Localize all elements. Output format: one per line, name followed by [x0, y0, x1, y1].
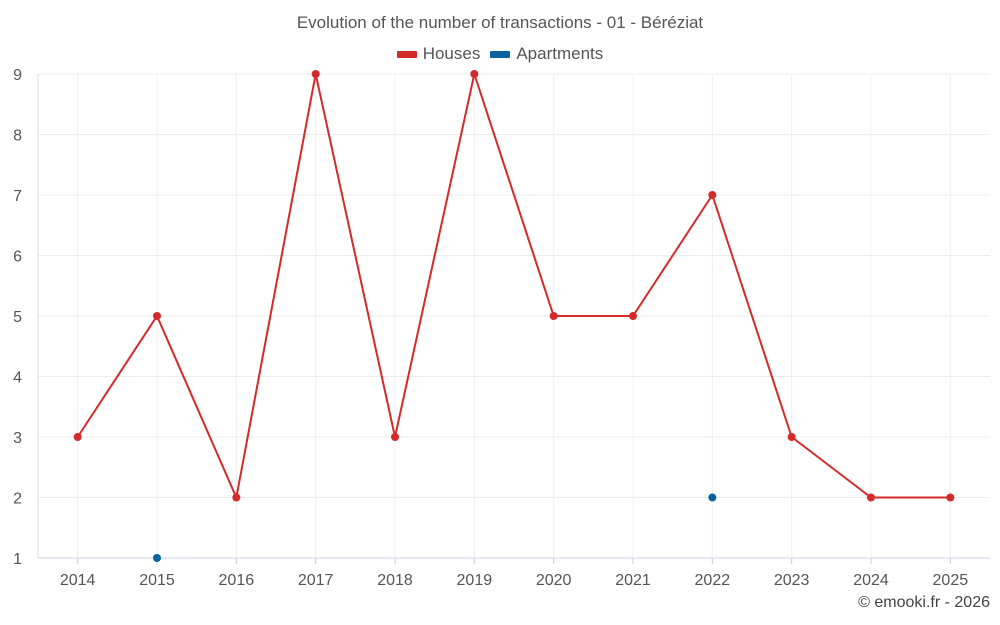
x-tick-label: 2020 [536, 572, 572, 589]
y-tick-label: 4 [13, 370, 22, 387]
y-tick-label: 2 [13, 491, 22, 508]
data-point-houses[interactable] [470, 70, 479, 78]
y-tick-label: 5 [13, 309, 22, 326]
legend-item-houses[interactable]: Houses [396, 44, 481, 64]
legend-swatch-apartments [490, 50, 511, 58]
series-houses [73, 70, 955, 502]
data-point-houses[interactable] [153, 312, 161, 320]
y-tick-label: 9 [13, 67, 22, 84]
chart-title: Evolution of the number of transactions … [296, 13, 704, 32]
data-point-houses[interactable] [946, 493, 955, 502]
legend: Houses Apartments [0, 44, 1000, 64]
legend-item-apartments[interactable]: Apartments [490, 44, 603, 64]
data-point-houses[interactable] [629, 312, 637, 320]
y-tick-label: 7 [13, 188, 22, 205]
series-apartments [153, 493, 717, 562]
x-tick-label: 2015 [139, 572, 175, 589]
data-point-houses[interactable] [708, 191, 717, 199]
x-tick-label: 2019 [457, 572, 493, 589]
data-point-houses[interactable] [787, 433, 796, 441]
axes: 1 2 3 4 5 6 7 8 9 2014 2015 2016 2017 2018 2019 2020 202… [13, 67, 990, 589]
credit-text: © emooki.fr - 2026 [858, 594, 990, 611]
series [73, 70, 955, 562]
x-tick-label: 2021 [615, 572, 651, 589]
x-tick-label: 2025 [933, 572, 969, 589]
legend-label-houses: Houses [422, 44, 481, 63]
x-tick-label: 2022 [695, 572, 731, 589]
data-point-houses[interactable] [867, 493, 875, 502]
y-tick-label: 1 [13, 551, 22, 568]
series-line-houses [76, 73, 951, 499]
data-point-houses[interactable] [73, 433, 82, 441]
x-tick-label: 2024 [853, 572, 889, 589]
data-point-apartments[interactable] [708, 493, 717, 502]
x-tick-label: 2017 [298, 572, 334, 589]
x-tick-label: 2016 [219, 572, 255, 589]
data-point-houses[interactable] [391, 433, 399, 441]
data-point-houses[interactable] [549, 312, 558, 320]
legend-label-apartments: Apartments [516, 44, 604, 63]
y-tick-label: 6 [13, 249, 22, 266]
x-tick-label: 2018 [377, 572, 413, 589]
legend-swatch-houses [396, 50, 417, 58]
data-point-apartments[interactable] [153, 554, 161, 562]
x-tick-label: 2023 [774, 572, 810, 589]
grid [38, 73, 990, 558]
data-point-houses[interactable] [232, 493, 241, 502]
data-point-houses[interactable] [311, 70, 320, 78]
x-tick-label: 2014 [60, 572, 96, 589]
y-tick-label: 3 [13, 430, 22, 447]
y-tick-label: 8 [13, 128, 22, 145]
